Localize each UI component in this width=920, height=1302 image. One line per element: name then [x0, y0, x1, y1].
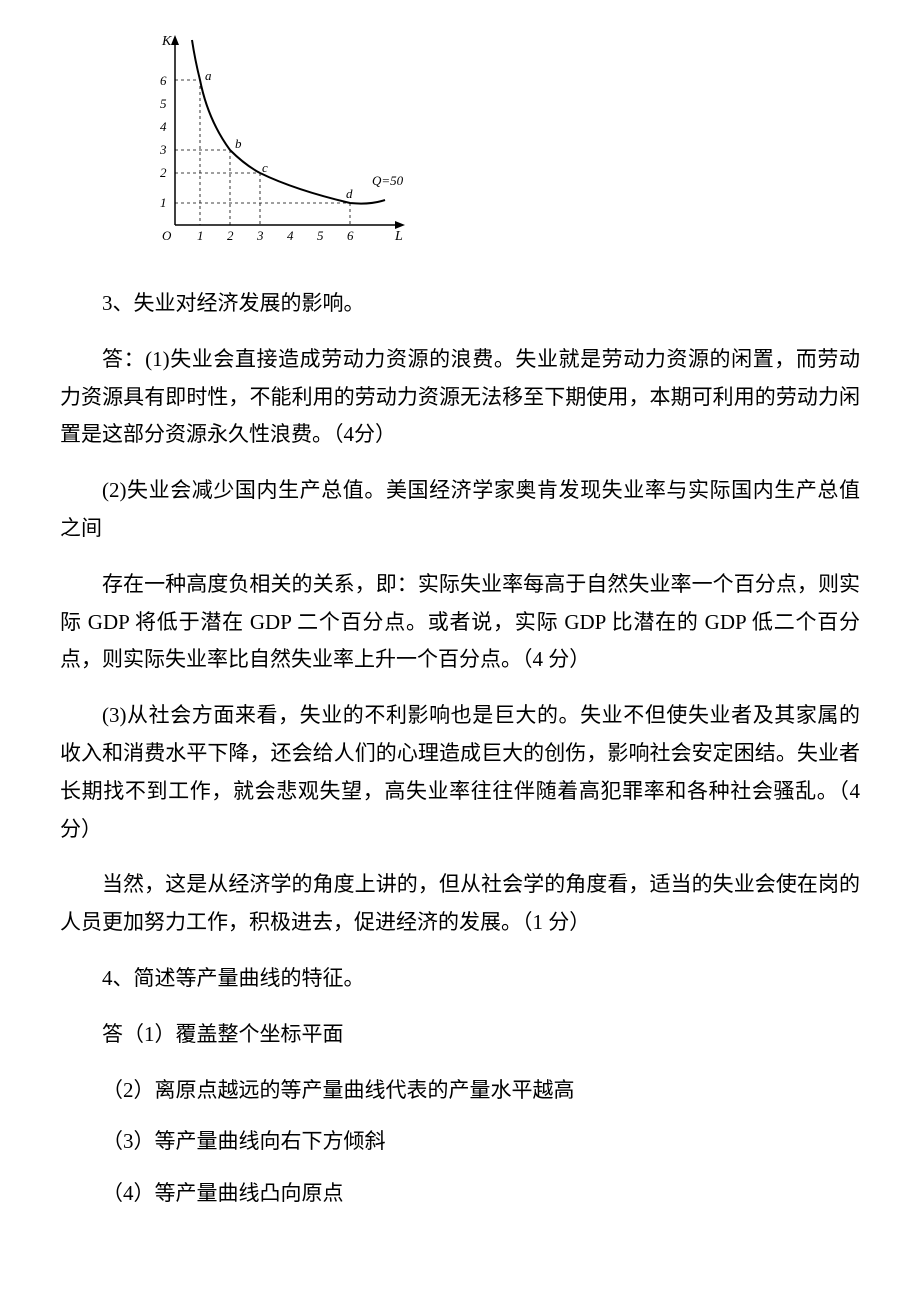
q3-title: 3、失业对经济发展的影响。 — [60, 285, 860, 323]
y-axis-label: K — [161, 34, 172, 49]
x-tick-6: 6 — [347, 228, 354, 243]
y-tick-1: 1 — [160, 195, 167, 210]
origin-label: O — [162, 228, 172, 243]
x-tick-4: 4 — [287, 228, 294, 243]
curve-label: Q=50 — [372, 173, 404, 188]
q3-answer-4: 当然，这是从经济学的角度上讲的，但从社会学的角度看，适当的失业会使在岗的人员更加… — [60, 866, 860, 942]
q4-item-4: （4）等产量曲线凸向原点 — [60, 1175, 860, 1213]
q4-item-3: （3）等产量曲线向右下方倾斜 — [60, 1123, 860, 1161]
y-tick-3: 3 — [159, 142, 167, 157]
q3-answer-3: (3)从社会方面来看，失业的不利影响也是巨大的。失业不但使失业者及其家属的收入和… — [60, 697, 860, 848]
q4-item-2: （2）离原点越远的等产量曲线代表的产量水平越高 — [60, 1072, 860, 1110]
point-b: b — [235, 136, 242, 151]
point-a: a — [205, 68, 212, 83]
q3-answer-2: (2)失业会减少国内生产总值。美国经济学家奥肯发现失业率与实际国内生产总值之间 — [60, 472, 860, 548]
y-tick-4: 4 — [160, 119, 167, 134]
q4-answer-intro: 答（1）覆盖整个坐标平面 — [60, 1016, 860, 1054]
q4-title: 4、简述等产量曲线的特征。 — [60, 960, 860, 998]
q3-answer-2b: 存在一种高度负相关的关系，即：实际失业率每高于自然失业率一个百分点，则实际 GD… — [60, 566, 860, 679]
y-tick-2: 2 — [160, 165, 167, 180]
diagram-svg: 6 5 4 3 2 1 1 2 3 4 5 6 a b c d K L O Q=… — [140, 30, 420, 260]
x-tick-1: 1 — [197, 228, 204, 243]
y-tick-6: 6 — [160, 73, 167, 88]
q3-answer-1: 答：(1)失业会直接造成劳动力资源的浪费。失业就是劳动力资源的闲置，而劳动力资源… — [60, 341, 860, 454]
x-tick-3: 3 — [256, 228, 264, 243]
y-tick-5: 5 — [160, 96, 167, 111]
isoquant-diagram: 6 5 4 3 2 1 1 2 3 4 5 6 a b c d K L O Q=… — [140, 30, 860, 265]
x-tick-2: 2 — [227, 228, 234, 243]
point-d: d — [346, 186, 353, 201]
x-tick-5: 5 — [317, 228, 324, 243]
point-c: c — [262, 160, 268, 175]
x-axis-label: L — [394, 229, 403, 244]
